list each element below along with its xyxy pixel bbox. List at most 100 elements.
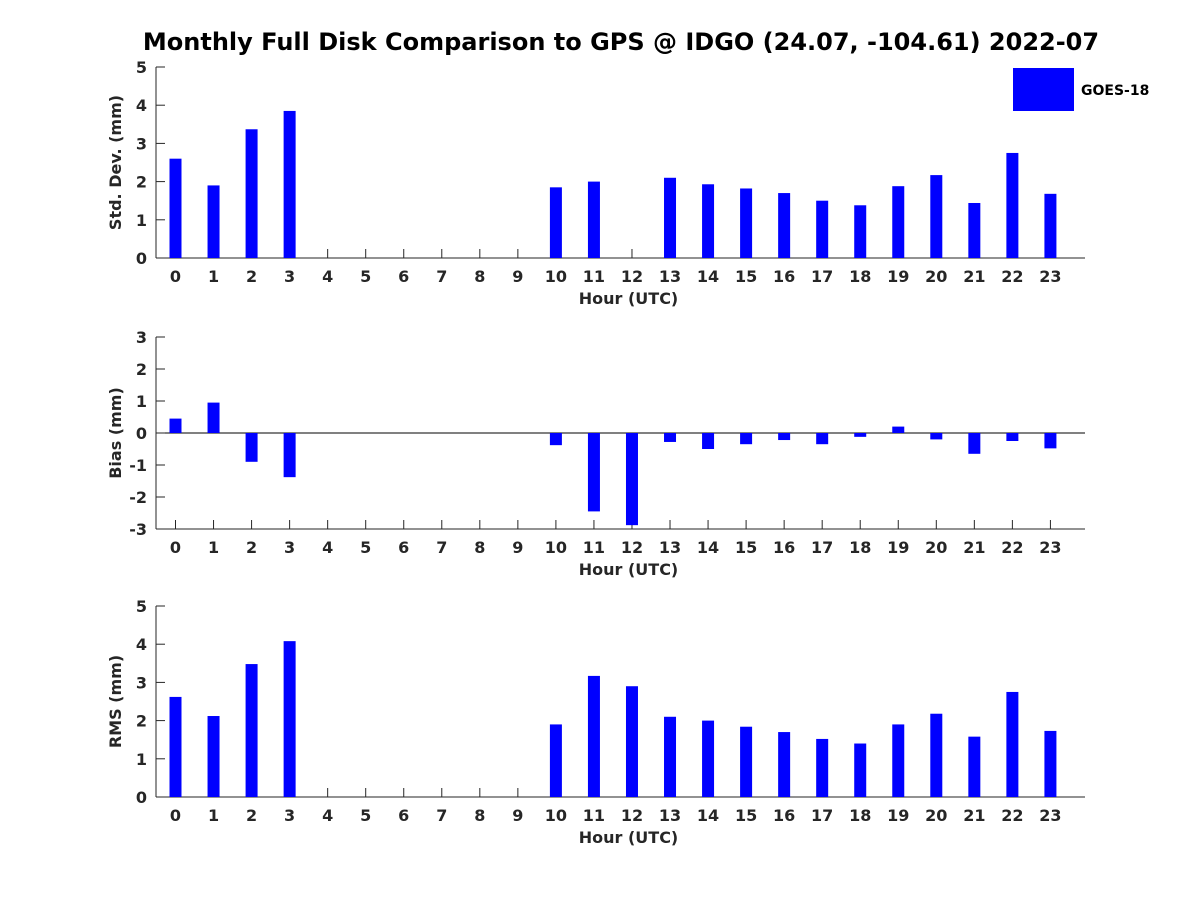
rms-bar-hour-17 — [816, 738, 829, 797]
rms-x-tick-label: 14 — [697, 806, 719, 825]
std-x-tick-label: 3 — [284, 267, 295, 286]
rms-x-tick-label: 4 — [322, 806, 333, 825]
rms-x-tick-label: 12 — [621, 806, 643, 825]
bias-bar-hour-21 — [968, 433, 981, 454]
rms-x-tick-label: 22 — [1001, 806, 1023, 825]
bias-bar-hour-19 — [892, 426, 905, 433]
std-x-tick-label: 5 — [360, 267, 371, 286]
bias-bar-hour-2 — [245, 433, 258, 462]
bias-x-tick-label: 16 — [773, 538, 795, 557]
bias-x-tick-label: 5 — [360, 538, 371, 557]
bias-y-tick-label: -1 — [129, 456, 147, 475]
rms-x-tick-label: 3 — [284, 806, 295, 825]
bias-bar-hour-22 — [1006, 433, 1019, 441]
std-x-tick-label: 7 — [436, 267, 447, 286]
std-y-tick-label: 3 — [136, 134, 147, 153]
std-x-tick-label: 19 — [887, 267, 909, 286]
rms-x-tick-label: 9 — [512, 806, 523, 825]
rms-bar-hour-20 — [930, 713, 943, 797]
bias-x-tick-label: 7 — [436, 538, 447, 557]
bias-bar-hour-14 — [702, 433, 715, 449]
bias-x-tick-label: 21 — [963, 538, 985, 557]
std-bar-hour-13 — [664, 177, 677, 258]
std-bar-hour-20 — [930, 175, 943, 258]
std-bar-hour-10 — [549, 187, 562, 258]
rms-x-tick-label: 8 — [474, 806, 485, 825]
rms-bar-hour-12 — [625, 686, 638, 797]
std-bar-hour-16 — [778, 193, 791, 258]
std-bar-hour-14 — [702, 184, 715, 258]
rms-y-tick-label: 3 — [136, 673, 147, 692]
bias-x-tick-label: 10 — [545, 538, 567, 557]
bias-x-tick-label: 15 — [735, 538, 757, 557]
rms-x-tick-label: 0 — [170, 806, 181, 825]
bias-x-tick-label: 8 — [474, 538, 485, 557]
bias-x-axis-label: Hour (UTC) — [579, 560, 679, 579]
bias-x-tick-label: 22 — [1001, 538, 1023, 557]
std-bar-hour-23 — [1044, 193, 1057, 258]
std-x-tick-label: 6 — [398, 267, 409, 286]
std-bar-hour-17 — [816, 200, 829, 258]
rms-x-tick-label: 10 — [545, 806, 567, 825]
rms-bar-hour-18 — [854, 743, 867, 797]
std-x-tick-label: 0 — [170, 267, 181, 286]
bias-x-tick-label: 23 — [1039, 538, 1061, 557]
bias-x-tick-label: 9 — [512, 538, 523, 557]
std-x-tick-label: 16 — [773, 267, 795, 286]
rms-bar-hour-21 — [968, 736, 981, 797]
bias-bar-hour-16 — [778, 433, 791, 441]
bias-x-tick-label: 1 — [208, 538, 219, 557]
rms-x-tick-label: 6 — [398, 806, 409, 825]
rms-x-tick-label: 5 — [360, 806, 371, 825]
bias-bar-hour-23 — [1044, 433, 1057, 449]
rms-bar-hour-22 — [1006, 691, 1019, 797]
bias-x-tick-label: 17 — [811, 538, 833, 557]
bias-bar-hour-20 — [930, 433, 943, 440]
rms-x-tick-label: 19 — [887, 806, 909, 825]
rms-x-tick-label: 1 — [208, 806, 219, 825]
bias-x-tick-label: 2 — [246, 538, 257, 557]
std-x-tick-label: 11 — [583, 267, 605, 286]
bias-x-tick-label: 12 — [621, 538, 643, 557]
rms-y-tick-label: 1 — [136, 750, 147, 769]
std-x-tick-label: 18 — [849, 267, 871, 286]
rms-x-tick-label: 15 — [735, 806, 757, 825]
bias-y-tick-label: 0 — [136, 424, 147, 443]
bias-x-tick-label: 11 — [583, 538, 605, 557]
std-bar-hour-18 — [854, 205, 867, 258]
rms-bar-hour-1 — [207, 716, 220, 797]
bias-bar-hour-18 — [854, 433, 867, 437]
bias-x-tick-label: 0 — [170, 538, 181, 557]
rms-y-tick-label: 0 — [136, 788, 147, 807]
std-y-tick-label: 1 — [136, 211, 147, 230]
bias-x-tick-label: 18 — [849, 538, 871, 557]
std-y-tick-label: 2 — [136, 173, 147, 192]
std-x-tick-label: 23 — [1039, 267, 1061, 286]
rms-x-tick-label: 21 — [963, 806, 985, 825]
rms-x-axis-label: Hour (UTC) — [579, 828, 679, 847]
rms-bar-hour-3 — [283, 641, 296, 797]
std-x-tick-label: 15 — [735, 267, 757, 286]
std-bar-hour-11 — [587, 181, 600, 258]
rms-bar-hour-13 — [664, 716, 677, 797]
rms-x-tick-label: 18 — [849, 806, 871, 825]
rms-x-tick-label: 2 — [246, 806, 257, 825]
chart-title: Monthly Full Disk Comparison to GPS @ ID… — [142, 28, 1100, 56]
bias-bar-hour-1 — [207, 402, 220, 433]
bias-x-tick-label: 6 — [398, 538, 409, 557]
std-x-tick-label: 10 — [545, 267, 567, 286]
std-bar-hour-1 — [207, 185, 220, 258]
bias-x-tick-label: 3 — [284, 538, 295, 557]
std-x-axis-label: Hour (UTC) — [579, 289, 679, 308]
std-bar-hour-15 — [740, 188, 753, 258]
rms-bar-hour-14 — [702, 720, 715, 797]
bias-bar-hour-12 — [625, 433, 638, 526]
rms-x-tick-label: 7 — [436, 806, 447, 825]
rms-y-axis-label: RMS (mm) — [106, 655, 125, 748]
std-y-tick-label: 0 — [136, 249, 147, 268]
std-y-tick-label: 4 — [136, 96, 147, 115]
rms-y-tick-label: 5 — [136, 597, 147, 616]
bias-bar-hour-17 — [816, 433, 829, 445]
